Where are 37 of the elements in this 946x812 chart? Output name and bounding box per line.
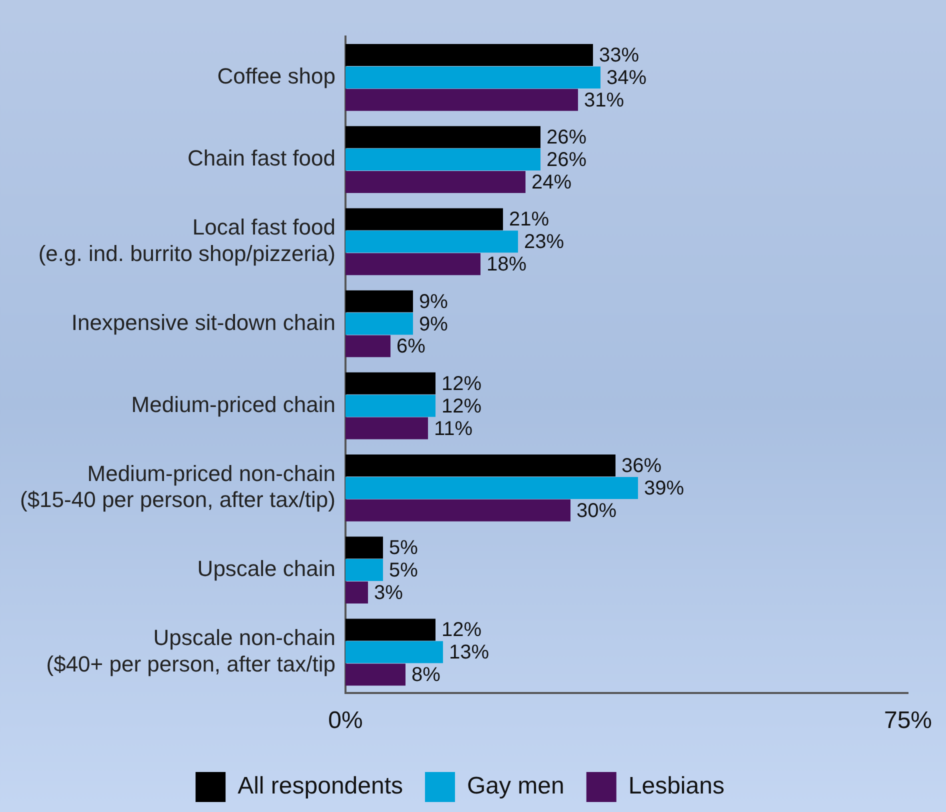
y-tick-label: Local fast food (e.g. ind. burrito shop/pizzeria) — [38, 214, 336, 266]
data-label: 36% — [621, 455, 662, 478]
data-label: 9% — [418, 290, 448, 313]
data-label: 5% — [388, 537, 418, 560]
data-label: 12% — [441, 372, 482, 395]
data-label: 11% — [434, 418, 473, 440]
data-label: 8% — [411, 664, 441, 686]
y-tick-label: Chain fast food — [188, 146, 336, 171]
data-label: 23% — [524, 231, 564, 254]
legend-label: All respondents — [238, 772, 403, 800]
data-label: 34% — [606, 66, 647, 89]
data-label: 24% — [531, 172, 572, 194]
y-tick-label: Upscale chain — [197, 556, 336, 582]
data-label: 9% — [418, 313, 448, 336]
x-tick-label: 0% — [328, 707, 363, 734]
legend-label: Lesbians — [628, 772, 724, 800]
data-label: 6% — [396, 336, 426, 358]
data-label: 12% — [441, 395, 482, 418]
data-label: 26% — [546, 149, 587, 172]
legend-label: Gay men — [466, 772, 564, 800]
data-label: 26% — [546, 126, 587, 149]
data-label: 21% — [508, 208, 550, 231]
data-label: 13% — [448, 642, 490, 664]
y-tick-label: Inexpensive sit-down chain — [71, 310, 336, 335]
x-tick-label: 75% — [884, 707, 932, 734]
data-label: 12% — [441, 619, 482, 642]
y-tick-label: Medium-priced non-chain ($15-40 per person, after tax/tip) — [20, 460, 336, 512]
y-tick-label: Upscale non-chain ($40+ per person, after tax/tip — [46, 625, 336, 676]
y-tick-label: Medium-priced chain — [131, 392, 336, 417]
y-tick-label: Coffee shop — [217, 64, 336, 89]
data-label: 31% — [584, 89, 624, 112]
data-label: 3% — [374, 582, 404, 604]
data-label: 33% — [598, 44, 640, 67]
data-label: 39% — [644, 477, 684, 500]
data-label: 5% — [388, 560, 418, 582]
data-label: 18% — [486, 254, 527, 276]
data-label: 30% — [576, 500, 617, 522]
